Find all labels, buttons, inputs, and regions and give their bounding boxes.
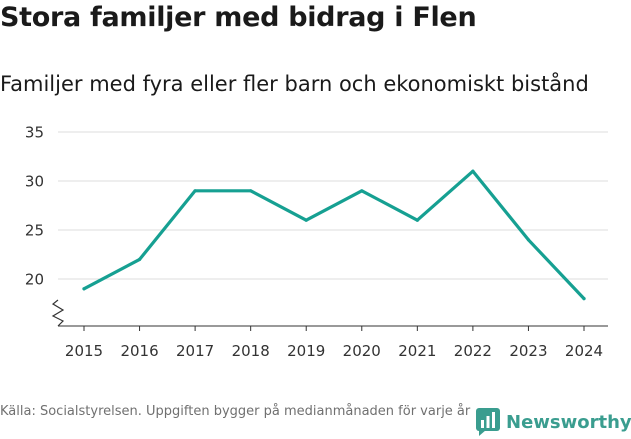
data-point (582, 297, 586, 301)
x-tick-label: 2020 (343, 342, 381, 360)
x-tick-label: 2019 (287, 342, 325, 360)
newsworthy-bar-logo-icon (476, 408, 500, 436)
data-point (249, 189, 253, 193)
y-tick-label: 25 (25, 222, 44, 240)
data-point (82, 287, 86, 291)
newsworthy-logo[interactable]: Newsworthy (476, 408, 631, 436)
x-tick-label: 2017 (176, 342, 214, 360)
y-tick-label: 30 (25, 173, 44, 191)
y-tick-label: 20 (25, 271, 44, 289)
gridlines (58, 131, 608, 280)
brand-name: Newsworthy (506, 411, 631, 433)
data-point (415, 218, 419, 222)
x-tick-label: 2015 (65, 342, 103, 360)
series-layer (82, 169, 586, 301)
y-tick-label: 35 (25, 124, 44, 142)
data-point (360, 189, 364, 193)
data-point (304, 218, 308, 222)
x-axis (51, 299, 608, 331)
x-tick-label: 2018 (232, 342, 270, 360)
data-point (526, 238, 531, 242)
chart-title: Stora familjer med bidrag i Flen (0, 2, 477, 33)
series-line (82, 169, 586, 301)
x-tick-label: 2021 (398, 342, 436, 360)
x-tick-label: 2022 (454, 342, 492, 360)
x-tick-label: 2016 (120, 342, 158, 360)
line-chart: 20 25 30 35 2015 2016 2017 2018 2019 2020 2021 202… (25, 124, 608, 360)
x-tick-label: 2024 (565, 342, 603, 360)
axis-break-icon (51, 299, 65, 327)
data-point (137, 257, 142, 261)
x-tick-label: 2023 (509, 342, 547, 360)
y-axis-labels: 20 25 30 35 (25, 124, 44, 289)
chart-subtitle: Familjer med fyra eller fler barn och ek… (0, 72, 589, 96)
x-axis-labels: 2015 2016 2017 2018 2019 2020 2021 2022 2023 2024 (65, 342, 603, 360)
data-point (193, 189, 197, 193)
data-point (471, 169, 475, 173)
source-note: Källa: Socialstyrelsen. Uppgiften bygger… (0, 404, 471, 419)
